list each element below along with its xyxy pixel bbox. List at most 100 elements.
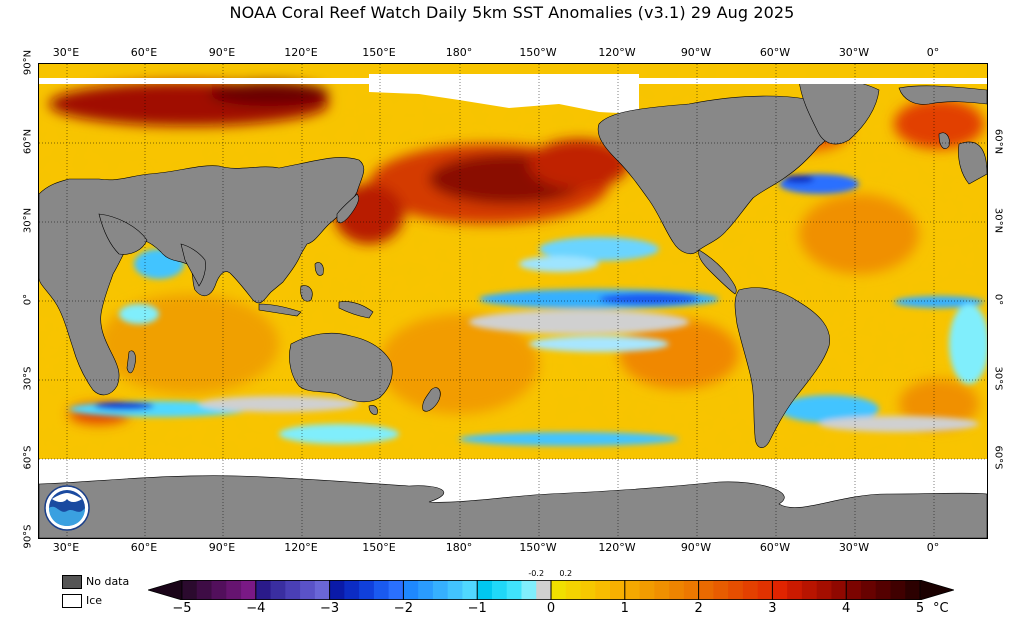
longitude-label: 120°E <box>284 46 318 59</box>
colorbar-tick-label: −5 <box>172 601 192 616</box>
latitude-label-left: 90°N <box>22 49 34 76</box>
longitude-label: 90°E <box>208 46 236 59</box>
colorbar-tick-label: −3 <box>320 601 340 616</box>
colorbar-segment <box>373 580 390 600</box>
longitude-label: 120°W <box>598 541 636 554</box>
colorbar-segment <box>905 580 921 600</box>
latitude-label-left: 60°S <box>22 445 34 470</box>
colorbar-segment <box>285 580 301 600</box>
colorbar-segment <box>890 580 906 600</box>
colorbar-segment <box>787 580 803 600</box>
latitude-label-left: 30°N <box>22 207 34 234</box>
colorbar-segment <box>418 580 434 600</box>
latitude-label-right: 30°N <box>992 207 1004 234</box>
latitude-label-right: 60°N <box>992 128 1004 155</box>
colorbar-segment <box>610 580 626 600</box>
latitude-label-left: 60°N <box>22 128 34 155</box>
colorbar-segment <box>506 580 522 600</box>
colorbar-segment <box>742 580 759 600</box>
longitude-label: 30°W <box>838 46 870 59</box>
colorbar-segment <box>270 580 286 600</box>
colorbar-segment <box>359 580 375 600</box>
colorbar-small-label: 0.2 <box>559 569 573 578</box>
colorbar-segment <box>624 580 641 600</box>
colorbar-max-extend <box>919 580 954 600</box>
longitude-label: 90°W <box>680 46 712 59</box>
colorbar-segment <box>241 580 257 600</box>
colorbar-segment <box>846 580 862 600</box>
longitude-label: 120°E <box>284 541 318 554</box>
colorbar-segment <box>669 580 685 600</box>
longitude-label: 180° <box>445 46 473 59</box>
colorbar-segment <box>683 580 700 600</box>
sst-anomaly-map[interactable] <box>38 63 988 539</box>
ice-swatch <box>62 594 82 608</box>
colorbar-segment <box>211 580 227 600</box>
colorbar-segment <box>255 580 272 600</box>
colorbar-segment <box>432 580 449 600</box>
colorbar-tick-label: −1 <box>467 601 487 616</box>
cool-anomalies <box>69 174 987 446</box>
no-data-swatch <box>62 575 82 589</box>
colorbar-segment <box>816 580 832 600</box>
colorbar-unit: °C <box>933 601 949 616</box>
colorbar-tick-label: 5 <box>915 601 925 616</box>
latitude-label-left: 0° <box>22 293 34 306</box>
colorbar-segment <box>403 580 419 600</box>
colorbar-segment <box>772 580 788 600</box>
longitude-label: 0° <box>926 46 940 59</box>
longitude-label: 180° <box>445 541 473 554</box>
latitude-label-right: 30°S <box>992 366 1004 391</box>
colorbar-tick-label: 1 <box>620 601 629 616</box>
page-title: NOAA Coral Reef Watch Daily 5km SST Anom… <box>229 3 795 22</box>
colorbar-segment <box>521 580 537 600</box>
colorbar-segment <box>462 580 478 600</box>
colorbar-segment <box>801 580 818 600</box>
latitude-label-left: 30°S <box>22 366 34 391</box>
longitude-label: 60°E <box>130 541 158 554</box>
longitude-label: 150°E <box>362 46 396 59</box>
longitude-label: 60°W <box>759 46 791 59</box>
colorbar-segment <box>831 580 847 600</box>
longitude-label: 30°E <box>52 541 80 554</box>
longitude-label: 30°E <box>52 46 80 59</box>
longitude-label: 120°W <box>598 46 636 59</box>
colorbar-tick-label: 2 <box>694 601 703 616</box>
colorbar-segment <box>300 580 316 600</box>
colorbar-segment <box>536 580 552 600</box>
colorbar-segment <box>595 580 611 600</box>
no-data-label: No data <box>86 575 130 588</box>
colorbar-segment <box>344 580 360 600</box>
colorbar-segment <box>226 580 242 600</box>
colorbar-segment <box>860 580 877 600</box>
latitude-label-right: 0° <box>992 293 1004 306</box>
colorbar-segment <box>491 580 508 600</box>
colorbar-segment <box>551 580 567 600</box>
colorbar-min-extend <box>148 580 183 600</box>
colorbar-segment <box>580 580 596 600</box>
latitude-label-left: 90°S <box>22 524 34 549</box>
latitude-label-right: 60°S <box>992 445 1004 470</box>
land-masses <box>39 78 987 538</box>
longitude-label: 60°W <box>759 541 791 554</box>
colorbar-segment <box>639 580 655 600</box>
colorbar-segment <box>728 580 744 600</box>
colorbar-segment <box>698 580 714 600</box>
longitude-label: 150°E <box>362 541 396 554</box>
colorbar-tick-label: 0 <box>546 601 556 616</box>
colorbar-segment <box>314 580 331 600</box>
longitude-label: 90°E <box>208 541 236 554</box>
longitude-label: 150°W <box>519 541 557 554</box>
colorbar-segment <box>182 580 198 600</box>
colorbar-segment <box>654 580 670 600</box>
colorbar-segment <box>875 580 891 600</box>
colorbar-segment <box>388 580 404 600</box>
colorbar-small-label: -0.2 <box>528 569 545 578</box>
colorbar-segment <box>329 580 345 600</box>
colorbar-segment <box>757 580 773 600</box>
longitude-label: 30°W <box>838 541 870 554</box>
noaa-logo-icon <box>44 485 90 531</box>
longitude-label: 150°W <box>519 46 557 59</box>
ice-label: Ice <box>86 594 103 607</box>
colorbar-segment <box>713 580 729 600</box>
